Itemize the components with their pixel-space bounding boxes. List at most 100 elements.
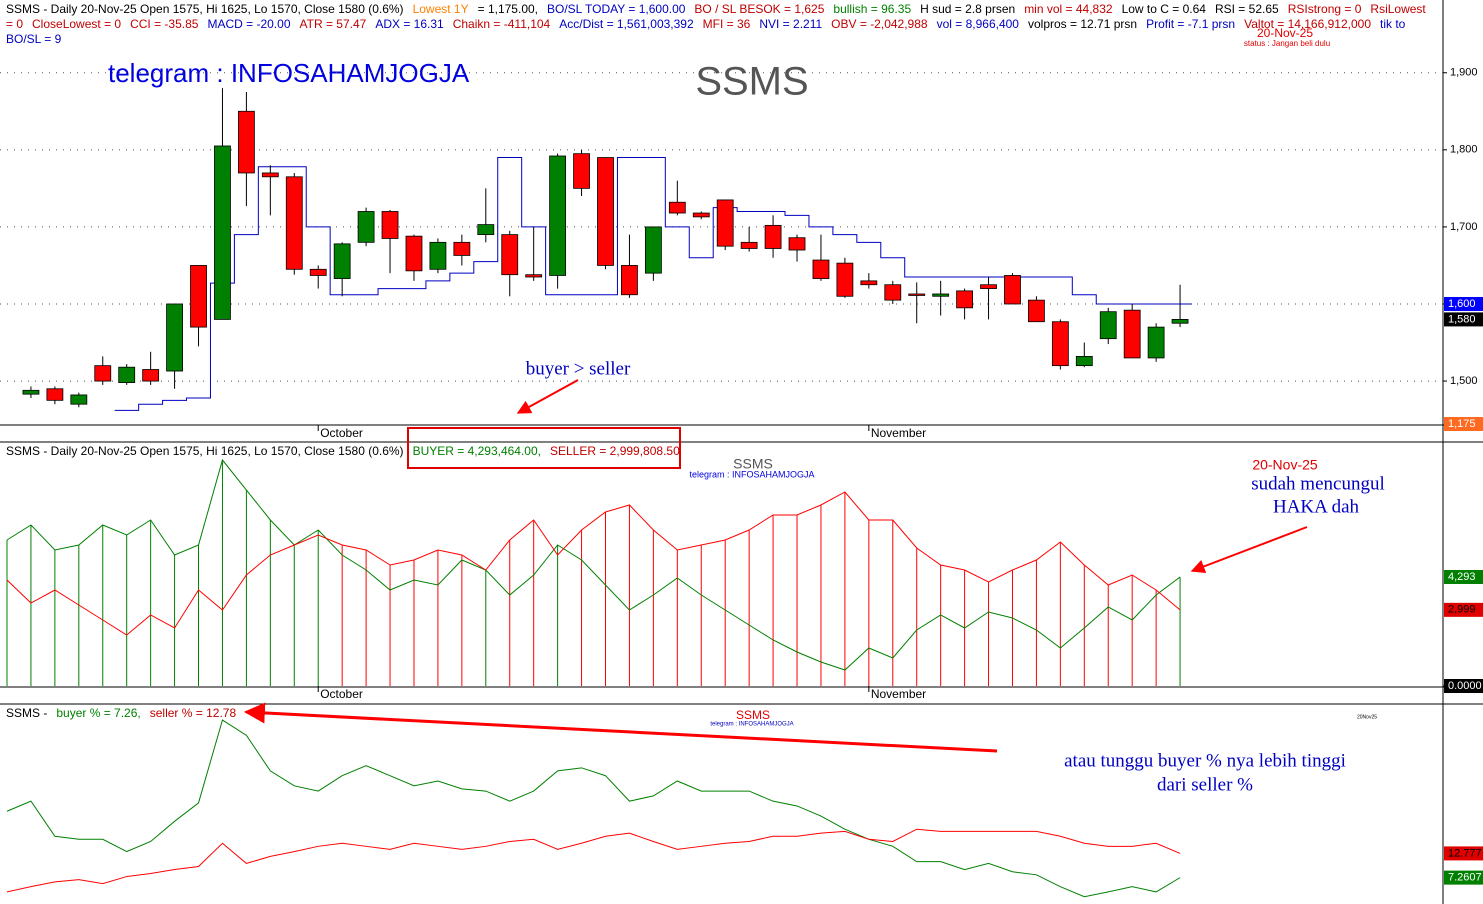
candle-body — [908, 293, 926, 296]
annotation: 20Nov25 — [1357, 714, 1377, 720]
header-item: buyer % = 7.26, — [56, 706, 141, 720]
annotation: SSMS — [733, 456, 773, 472]
header-item: SELLER = 2,999,808.50 — [549, 444, 680, 458]
candle-body — [549, 155, 567, 276]
header: SSMS - Daily 20-Nov-25 Open 1575, Hi 162… — [6, 2, 1436, 47]
candle-body — [525, 274, 543, 278]
header-item: Low to C = 0.64 — [1121, 2, 1206, 16]
last-value-label: 2,999 — [1448, 604, 1476, 616]
price-marker: 1,600 — [1448, 298, 1476, 310]
candle-body — [716, 199, 734, 247]
series-line — [6, 491, 1181, 636]
header-item: MACD = -20.00 — [207, 17, 291, 31]
candle-body — [118, 366, 136, 384]
candle-body — [668, 201, 686, 214]
header-item: Profit = -7.1 prsn — [1146, 17, 1236, 31]
arrow — [516, 379, 579, 414]
header-item: = 1,175.00, — [477, 2, 538, 16]
series-line — [6, 458, 1181, 671]
y-tick-label: 1,900 — [1450, 67, 1478, 79]
y-tick-label: 1,700 — [1450, 221, 1478, 233]
candle-body — [309, 268, 327, 276]
overlay-line — [114, 157, 1192, 411]
candle-body — [1075, 355, 1093, 367]
candle-body — [1028, 299, 1045, 323]
annotation: 20-Nov-25 — [1252, 457, 1318, 473]
candle-body — [1004, 275, 1021, 305]
header: SSMS - buyer % = 7.26, seller % = 12.78 — [6, 706, 245, 721]
last-value-box — [1444, 870, 1483, 885]
candle-body — [980, 284, 997, 289]
annotation: sudah mencungul — [1251, 473, 1385, 494]
candle-body — [46, 388, 64, 401]
arrow — [243, 702, 998, 753]
y-tick-label: 0.0000 — [1448, 680, 1482, 692]
candle-body — [70, 394, 88, 405]
candle-body — [932, 293, 950, 297]
candle-body — [381, 211, 399, 239]
header-item: ATR = 57.47 — [299, 17, 367, 31]
y-tick-label-box — [1444, 679, 1483, 693]
candle-body — [142, 369, 160, 382]
header-item: tik to BO/SL = 9 — [6, 17, 1406, 46]
annotation: atau tunggu buyer % nya lebih tinggi — [1064, 750, 1346, 771]
y-tick-label: 1,500 — [1450, 375, 1478, 387]
highlight-box — [407, 427, 681, 469]
header-item: vol = 8,966,400 — [936, 17, 1019, 31]
candle-body — [501, 234, 519, 276]
header-item: Valtot = 14,166,912,000 — [1244, 17, 1371, 31]
candle-body — [1147, 326, 1165, 359]
header-item: MFI = 36 — [702, 17, 751, 31]
header-item: RSI = 52.65 — [1214, 2, 1279, 16]
candle-body — [788, 237, 806, 251]
header-item: Chaikn = -411,104 — [452, 17, 551, 31]
candle-body — [166, 303, 183, 372]
last-value-box — [1444, 570, 1483, 585]
candle-body — [285, 176, 303, 270]
header-item: Lowest 1Y — [412, 2, 469, 16]
x-tick-label: October — [320, 426, 363, 440]
header-item: Acc/Dist = 1,561,003,392 — [559, 17, 694, 31]
candle-body — [237, 110, 255, 174]
annotation: buyer > seller — [526, 358, 631, 379]
last-value-label: 7.2607 — [1448, 872, 1482, 884]
annotation: SSMS — [695, 60, 808, 104]
candle-body — [1123, 309, 1141, 359]
last-value-label: 12.777 — [1448, 847, 1482, 859]
header-item: seller % = 12.78 — [149, 706, 237, 720]
candle-body — [956, 290, 973, 309]
header-item: CCI = -35.85 — [130, 17, 199, 31]
header-item: RSIstrong = 0 — [1287, 2, 1362, 16]
header-item: BUYER = 4,293,464.00, — [412, 444, 541, 458]
candle-body — [357, 211, 375, 243]
price-marker: 1,175 — [1448, 418, 1476, 430]
candle-body — [261, 172, 279, 178]
candle-body — [214, 145, 231, 320]
candle-body — [453, 241, 471, 256]
last-value-box — [1444, 602, 1483, 617]
candle-body — [429, 241, 447, 270]
annotation: telegram : INFOSAHAMJOGJA — [689, 469, 814, 479]
series-line — [6, 719, 1181, 898]
header-item: min vol = 44,832 — [1024, 2, 1113, 16]
price-marker-box — [1444, 417, 1483, 431]
candle-body — [860, 280, 878, 286]
header-item: BO / SL BESOK = 1,625 — [694, 2, 825, 16]
candle-body — [884, 284, 902, 301]
candle-body — [836, 262, 854, 297]
candle-body — [22, 389, 40, 395]
x-tick-label: November — [871, 687, 926, 701]
annotation: 20-Nov-25 — [1257, 26, 1313, 40]
candle-body — [812, 259, 830, 279]
x-tick-label: October — [320, 687, 363, 701]
candle-body — [405, 235, 423, 272]
header-item: SSMS - Daily 20-Nov-25 Open 1575, Hi 162… — [6, 444, 404, 458]
header-item: SSMS - — [6, 706, 48, 720]
candle-body — [190, 265, 207, 328]
price-marker: 1,580 — [1448, 313, 1476, 325]
header-item: CloseLowest = 0 — [32, 17, 122, 31]
candle-body — [764, 224, 782, 249]
candle-body — [333, 243, 351, 279]
